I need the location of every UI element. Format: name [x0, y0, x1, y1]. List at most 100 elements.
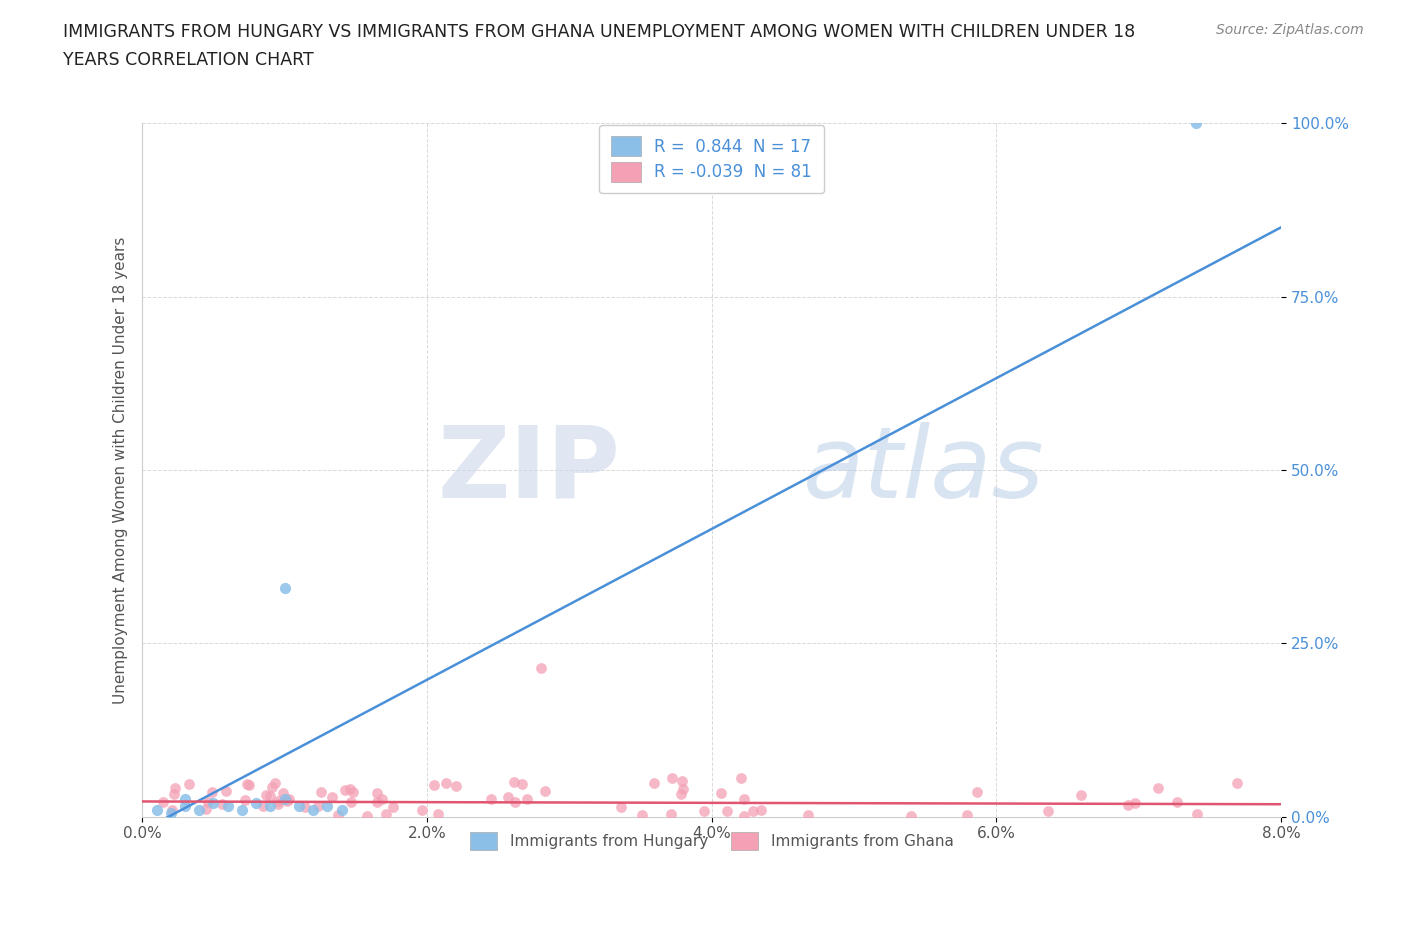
Point [321, 790, 343, 804]
Point [259, 789, 281, 804]
Point [966, 785, 988, 800]
Point [264, 776, 287, 790]
Point [375, 806, 398, 821]
Point [733, 791, 755, 806]
Point [479, 791, 502, 806]
Point [259, 799, 281, 814]
Point [900, 808, 922, 823]
Point [235, 777, 257, 791]
Point [231, 803, 253, 817]
Point [326, 807, 349, 822]
Point [307, 799, 329, 814]
Y-axis label: Unemployment Among Women with Children Under 18 years: Unemployment Among Women with Children U… [114, 236, 128, 704]
Legend: Immigrants from Hungary, Immigrants from Ghana: Immigrants from Hungary, Immigrants from… [463, 825, 962, 857]
Point [366, 794, 388, 809]
Text: YEARS CORRELATION CHART: YEARS CORRELATION CHART [63, 51, 314, 69]
Point [503, 775, 526, 790]
Point [610, 800, 633, 815]
Point [1036, 804, 1059, 818]
Point [271, 786, 294, 801]
Point [733, 809, 755, 824]
Point [330, 803, 353, 817]
Point [356, 809, 378, 824]
Point [273, 580, 295, 595]
Point [254, 788, 277, 803]
Text: IMMIGRANTS FROM HUNGARY VS IMMIGRANTS FROM GHANA UNEMPLOYMENT AMONG WOMEN WITH C: IMMIGRANTS FROM HUNGARY VS IMMIGRANTS FR… [63, 23, 1136, 41]
Point [174, 799, 197, 814]
Point [211, 796, 233, 811]
Point [174, 792, 197, 807]
Point [252, 798, 274, 813]
Point [671, 787, 693, 802]
Point [238, 777, 260, 792]
Point [382, 800, 405, 815]
Point [309, 784, 332, 799]
Point [730, 770, 752, 785]
Text: atlas: atlas [803, 421, 1045, 519]
Point [505, 794, 527, 809]
Point [233, 793, 256, 808]
Point [202, 795, 225, 810]
Point [145, 803, 167, 817]
Point [1166, 794, 1188, 809]
Point [217, 799, 239, 814]
Point [516, 791, 538, 806]
Point [693, 804, 716, 818]
Point [643, 776, 665, 790]
Point [444, 779, 467, 794]
Point [1185, 806, 1208, 821]
Point [371, 791, 394, 806]
Point [1070, 788, 1092, 803]
Point [716, 804, 738, 818]
Point [366, 785, 388, 800]
Point [411, 803, 433, 817]
Point [288, 799, 311, 814]
Point [162, 803, 184, 817]
Point [266, 793, 288, 808]
Point [671, 774, 693, 789]
Point [530, 660, 553, 675]
Point [1226, 776, 1249, 790]
Point [955, 808, 977, 823]
Point [163, 780, 186, 795]
Point [339, 782, 361, 797]
Point [163, 787, 186, 802]
Point [631, 808, 654, 823]
Text: ZIP: ZIP [437, 421, 620, 519]
Point [245, 795, 267, 810]
Point [1147, 780, 1170, 795]
Point [1123, 795, 1146, 810]
Point [335, 783, 357, 798]
Point [262, 780, 284, 795]
Point [496, 790, 519, 804]
Text: Source: ZipAtlas.com: Source: ZipAtlas.com [1216, 23, 1364, 37]
Point [672, 782, 695, 797]
Point [215, 784, 238, 799]
Point [1184, 116, 1206, 131]
Point [188, 803, 211, 817]
Point [152, 795, 174, 810]
Point [177, 777, 200, 791]
Point [342, 784, 364, 799]
Point [427, 806, 450, 821]
Point [302, 803, 325, 817]
Point [434, 775, 457, 790]
Point [195, 801, 218, 816]
Point [534, 784, 557, 799]
Point [294, 800, 316, 815]
Point [276, 793, 298, 808]
Point [661, 770, 683, 785]
Point [659, 807, 682, 822]
Point [741, 804, 763, 818]
Point [278, 791, 301, 806]
Point [197, 794, 219, 809]
Point [1118, 798, 1140, 813]
Point [273, 792, 295, 807]
Point [751, 803, 773, 817]
Point [316, 799, 339, 814]
Point [710, 785, 733, 800]
Point [510, 777, 533, 791]
Point [340, 795, 363, 810]
Point [159, 805, 181, 820]
Point [201, 785, 224, 800]
